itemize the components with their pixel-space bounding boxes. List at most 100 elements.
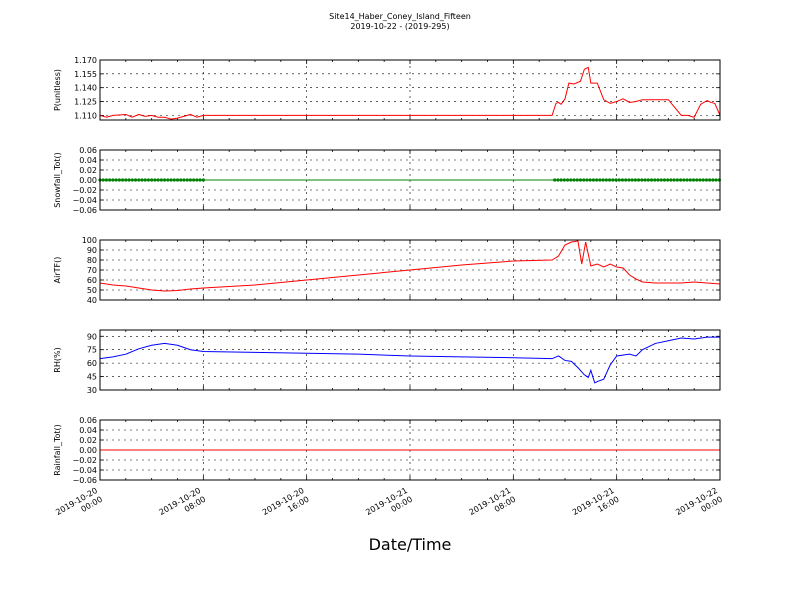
data-point xyxy=(562,178,566,182)
y-tick-label: 90 xyxy=(87,332,97,341)
data-point xyxy=(649,178,654,182)
y-axis-label: P(unitless) xyxy=(53,69,62,111)
y-tick-label: 1.155 xyxy=(74,70,97,79)
data-point xyxy=(691,178,696,182)
data-point xyxy=(714,178,718,182)
data-point xyxy=(617,178,621,182)
data-point xyxy=(114,178,118,182)
data-point xyxy=(569,178,573,182)
panel-5: 0.060.040.020.00−0.02−0.04−0.06 Rainfall_… xyxy=(53,416,721,485)
data-point xyxy=(588,178,592,182)
data-point xyxy=(662,178,667,182)
data-point xyxy=(104,178,109,182)
data-point xyxy=(701,178,705,182)
data-point xyxy=(682,178,686,182)
data-point xyxy=(591,178,596,182)
y-tick-label: 40 xyxy=(87,296,97,305)
axes-frame xyxy=(99,149,721,211)
y-tick-label: −0.04 xyxy=(72,196,97,205)
x-tick-labels: 2019-10-2000:00 2019-10-2008:00 2019-10-20… xyxy=(54,486,724,526)
data-point xyxy=(162,178,167,182)
data-point xyxy=(595,178,599,182)
data-point xyxy=(704,178,709,182)
y-tick-label: 45 xyxy=(87,373,97,382)
panel-4: 90 75 60 45 30 RH(%) xyxy=(53,329,721,395)
data-point xyxy=(101,178,105,182)
y-tick-label: 0.04 xyxy=(79,156,97,165)
data-point xyxy=(653,178,657,182)
y-tick-label: 60 xyxy=(87,359,97,368)
y-tick-label: 1.170 xyxy=(74,56,97,65)
data-point xyxy=(666,178,670,182)
data-point xyxy=(656,178,660,182)
data-point xyxy=(137,178,141,182)
axes-frame xyxy=(99,239,721,301)
data-point xyxy=(672,178,676,182)
data-point xyxy=(166,178,170,182)
y-tick-label: 0.02 xyxy=(79,436,97,445)
x-tick-label: 2019-10-2000:00 xyxy=(54,486,104,526)
data-point xyxy=(188,178,193,182)
y-axis-label: AirTF() xyxy=(53,257,62,284)
data-point xyxy=(124,178,128,182)
data-point xyxy=(172,178,176,182)
y-tick-label: 0.04 xyxy=(79,426,97,435)
y-tick-label: 1.125 xyxy=(74,98,97,107)
data-point xyxy=(614,178,618,182)
y-tick-label: 0.00 xyxy=(79,176,97,185)
data-point xyxy=(646,178,650,182)
data-point xyxy=(159,178,163,182)
data-point xyxy=(201,178,205,182)
y-tick-label: 1.140 xyxy=(74,84,97,93)
panel-1: 1.110 1.125 1.140 1.155 1.170 P(unitless) xyxy=(53,56,721,121)
data-point xyxy=(685,178,689,182)
data-point xyxy=(688,178,692,182)
x-axis-label: Date/Time xyxy=(369,535,452,554)
data-point xyxy=(598,178,602,182)
y-tick-label: 75 xyxy=(87,346,97,355)
y-tick-label: −0.06 xyxy=(72,476,97,485)
data-point xyxy=(637,178,641,182)
data-point xyxy=(150,178,154,182)
panels: 1.110 1.125 1.140 1.155 1.170 P(unitless) 0.06… xyxy=(53,56,721,485)
data-point xyxy=(108,178,112,182)
y-tick-label: 0.02 xyxy=(79,166,97,175)
data-point xyxy=(195,178,199,182)
data-point xyxy=(669,178,673,182)
y-tick-label: 1.110 xyxy=(74,111,97,120)
x-tick-label: 2019-10-2108:00 xyxy=(468,486,518,526)
data-point xyxy=(695,178,699,182)
x-tick-label: 2019-10-2016:00 xyxy=(261,486,311,526)
data-point xyxy=(708,178,712,182)
y-tick-label: 80 xyxy=(87,256,97,265)
figure-subtitle: 2019-10-22 - (2019-295) xyxy=(350,22,449,31)
data-point xyxy=(624,178,628,182)
axes-frame xyxy=(99,329,721,391)
data-point xyxy=(140,178,144,182)
y-axis-label: RH(%) xyxy=(53,347,62,372)
x-tick-label: 2019-10-2008:00 xyxy=(158,486,208,526)
y-tick-label: 100 xyxy=(82,236,97,245)
data-point xyxy=(659,178,663,182)
y-tick-label: 0.06 xyxy=(79,416,97,425)
y-tick-label: 30 xyxy=(87,386,97,395)
y-tick-label: 70 xyxy=(87,266,97,275)
data-point xyxy=(643,178,647,182)
data-point xyxy=(153,178,157,182)
data-point xyxy=(182,178,186,182)
data-point xyxy=(133,178,138,182)
data-point xyxy=(130,178,134,182)
data-point xyxy=(604,178,608,182)
y-tick-label: −0.02 xyxy=(72,186,97,195)
data-point xyxy=(169,178,173,182)
y-tick-label: 50 xyxy=(87,286,97,295)
y-tick-label: 90 xyxy=(87,246,97,255)
data-point xyxy=(198,178,202,182)
data-point xyxy=(127,178,131,182)
series-line-4 xyxy=(99,336,720,384)
y-axis-label: Rainfall_Tot() xyxy=(53,424,62,476)
y-tick-label: −0.02 xyxy=(72,456,97,465)
data-point xyxy=(675,178,679,182)
